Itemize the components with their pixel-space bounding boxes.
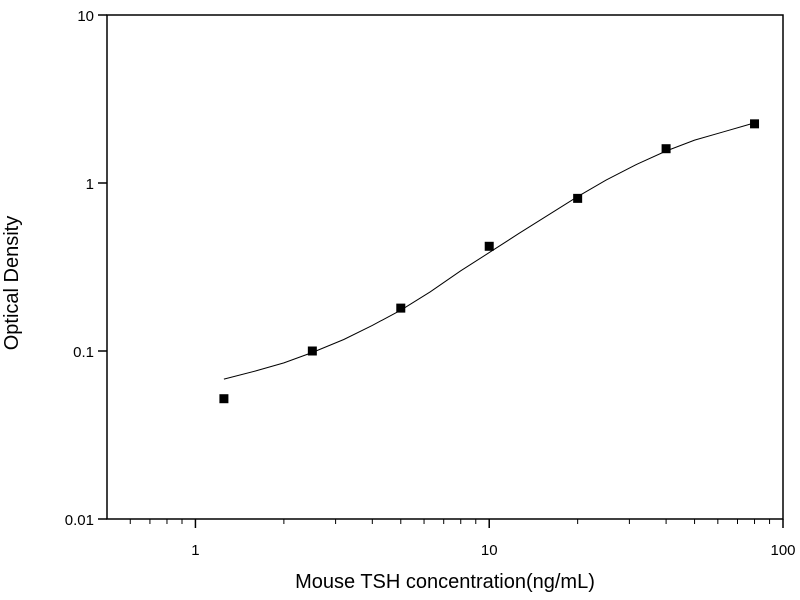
x-tick-label: 10 xyxy=(481,542,498,559)
fitted-curve-line xyxy=(223,122,755,380)
y-axis-title: Optical Density xyxy=(1,216,23,351)
y-tick-label: 0.1 xyxy=(73,344,94,361)
x-tick-label: 100 xyxy=(770,542,795,559)
y-tick-label: 1 xyxy=(86,176,94,193)
y-tick-label: 0.01 xyxy=(65,512,94,529)
data-point xyxy=(219,394,229,404)
data-point xyxy=(661,144,671,154)
x-axis: 1 10 100 xyxy=(129,519,796,559)
x-axis-title: Mouse TSH concentration(ng/mL) xyxy=(295,571,595,593)
data-point xyxy=(484,241,494,251)
data-point xyxy=(750,119,760,129)
y-tick-label: 10 xyxy=(77,8,94,25)
data-point xyxy=(396,303,406,313)
y-axis: 0.01 0.1 1 10 xyxy=(65,8,107,529)
data-point xyxy=(573,193,583,203)
data-point xyxy=(307,346,317,356)
data-points-layer xyxy=(219,119,760,404)
fitted-curve-layer xyxy=(223,122,755,380)
x-tick-label: 1 xyxy=(191,542,199,559)
plot-frame xyxy=(106,14,784,520)
